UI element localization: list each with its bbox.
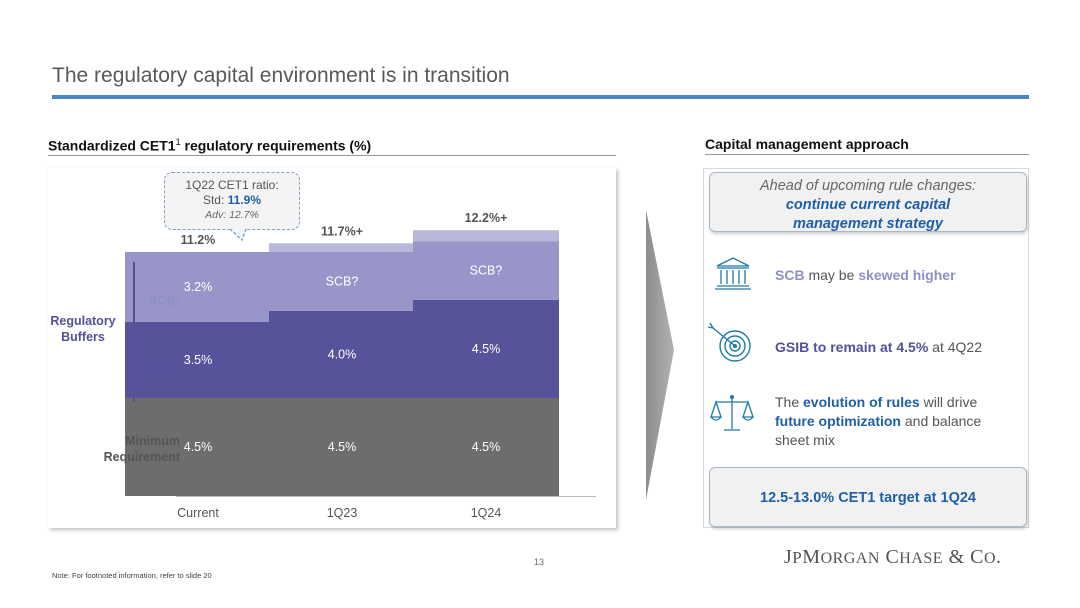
footnote: Note: For footnoted information, refer t… [52,571,212,580]
x-tick-label: 1Q24 [471,506,502,520]
bar-segment-increment-2 [413,230,559,242]
strategy-box: Ahead of upcoming rule changes: continue… [709,172,1027,232]
buffers-bracket [133,262,135,402]
bar-segment-scb-2 [413,241,559,300]
callout-pointer [229,228,247,242]
bar-segment-minimum-requirement-2 [413,397,559,496]
stacked-bar-chart: 4.5% 3.5% 3.2% 11.2% Current 4.5% 4.0% SCB? 11.7… [125,211,596,520]
gsib-item: GSIB to remain at 4.5% at 4Q22 [775,339,982,355]
chart-heading-rule [48,155,616,156]
approach-heading-rule [705,154,1029,155]
segment-label: SCB? [470,264,503,278]
cet1-callout: 1Q22 CET1 ratio: Std: 11.9% Adv: 12.7% [164,172,300,230]
gsib-label: GSIB3 [144,362,180,378]
approach-panel [703,168,1029,528]
title-rule [52,95,1029,99]
evolution-item: The evolution of rules will drive future… [775,394,982,448]
bar-segment-increment-1 [269,243,415,252]
target-icon [707,322,751,362]
minimum-requirement-label: Minimum Requirement [103,434,180,464]
total-label: 11.2% [181,233,216,247]
approach-heading: Capital management approach [705,136,909,152]
bar-segment-gsib-0 [125,321,271,398]
segment-label: 3.2% [184,280,213,294]
segment-label: 4.5% [472,440,501,454]
scb-label: SCB2 [149,293,180,309]
total-label: 11.7%+ [321,224,363,238]
x-tick-label: Current [177,506,219,520]
segment-label: 3.5% [184,353,213,367]
cet1-target-box: 12.5-13.0% CET1 target at 1Q24 [709,467,1027,527]
bar-segment-gsib-2 [413,299,559,398]
segment-label: 4.5% [184,440,213,454]
chart-panel: 4.5% 3.5% 3.2% 11.2% Current 4.5% 4.0% SCB? 11.7… [48,168,616,528]
bar-segment-scb-0 [125,252,271,322]
bank-icon [715,257,751,290]
regulatory-buffers-label: Regulatory Buffers [50,314,116,344]
scales-icon [710,395,754,431]
page-number: 13 [534,557,545,567]
segment-label: 4.0% [328,347,357,361]
chart-heading: Standardized CET11 regulatory requiremen… [48,137,372,154]
segment-label: SCB? [326,274,359,288]
slide-title: The regulatory capital environment is in… [52,64,510,87]
bar-segment-minimum-requirement-1 [269,397,415,496]
segment-label: 4.5% [472,342,501,356]
chevron-arrow-icon [646,210,674,500]
x-tick-label: 1Q23 [327,506,358,520]
bar-segment-scb-1 [269,252,415,311]
total-label: 12.2%+ [465,211,508,225]
segment-label: 4.5% [328,440,357,454]
scb-item: SCB may be skewed higher [775,267,956,283]
jpmorgan-logo: JPMORGAN CHASE & CO. [784,546,1002,568]
buffers-bracket-tick [127,329,134,331]
bar-segment-gsib-1 [269,310,415,398]
bar-segment-minimum-requirement-0 [125,397,271,496]
